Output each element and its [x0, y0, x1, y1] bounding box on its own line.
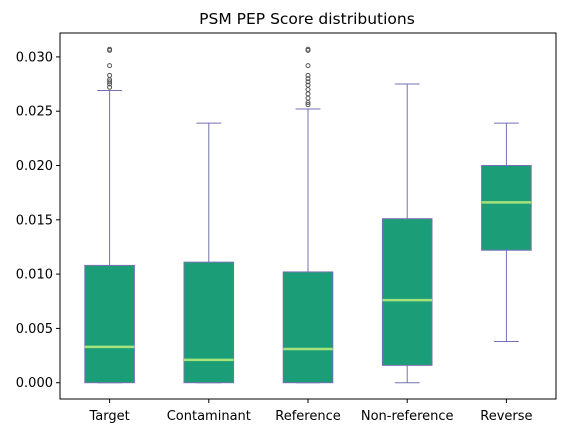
- outlier-point: [305, 102, 311, 108]
- box-body: [381, 218, 433, 366]
- y-tick-label: 0.000: [16, 376, 53, 391]
- box-reverse: [481, 122, 532, 342]
- y-tick-label: 0.015: [16, 213, 53, 228]
- outlier-point: [107, 72, 113, 78]
- box-body: [84, 264, 135, 384]
- outlier-point: [107, 79, 113, 85]
- outlier-point: [305, 82, 311, 88]
- outlier-point: [107, 63, 113, 69]
- y-tick-label: 0.010: [16, 268, 53, 283]
- x-tick-label: Reverse: [480, 409, 532, 424]
- x-tick-label: Reference: [275, 409, 340, 424]
- y-tick-label: 0.020: [16, 159, 53, 174]
- box-non-reference: [381, 83, 433, 384]
- y-tick-label: 0.005: [16, 322, 53, 337]
- chart-title: PSM PEP Score distributions: [199, 10, 415, 28]
- x-tick-label: Contaminant: [167, 409, 251, 424]
- y-axis: 0.000 0.005 0.010 0.015 0.020 0.025 0.030: [16, 50, 60, 391]
- outlier-point: [305, 91, 311, 97]
- x-axis: Target Contaminant Reference Non-reference R…: [88, 399, 533, 424]
- outlier-point: [305, 95, 311, 101]
- box-contaminant: [183, 122, 235, 384]
- outlier-point: [107, 46, 113, 52]
- box-body: [183, 261, 235, 384]
- x-tick-label: Non-reference: [361, 409, 454, 424]
- y-tick-label: 0.025: [16, 105, 53, 120]
- box-target: [84, 46, 135, 384]
- box-reference: [282, 46, 334, 384]
- box-body: [282, 271, 334, 384]
- y-tick-label: 0.030: [16, 50, 53, 65]
- box-body: [481, 164, 532, 251]
- x-tick-label: Target: [88, 409, 129, 424]
- plot-area: [84, 46, 532, 384]
- outlier-point: [305, 86, 311, 92]
- outlier-point: [305, 76, 311, 82]
- outlier-point: [305, 72, 311, 78]
- outlier-point: [305, 63, 311, 69]
- outlier-point: [305, 79, 311, 85]
- outlier-point: [107, 84, 113, 90]
- outlier-point: [305, 46, 311, 52]
